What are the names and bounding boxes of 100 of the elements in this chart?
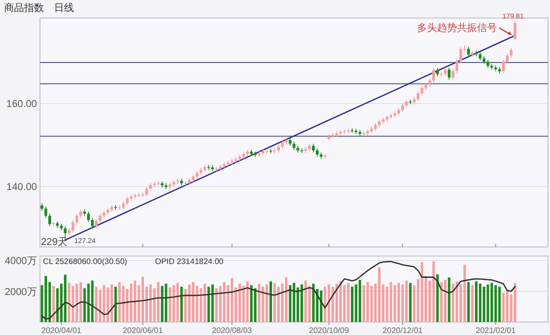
bar [370,286,373,322]
bar [76,284,78,322]
bar [397,282,400,322]
x-tick-label: 2021/02/01 [476,326,516,335]
bar [238,284,241,322]
bar [448,277,450,322]
candlestick [72,220,74,233]
bar [258,284,260,322]
candlestick [455,58,458,74]
bar [366,282,369,322]
bar [350,286,354,322]
bar [471,285,474,322]
bar [482,286,486,322]
bar [168,287,172,322]
bar [142,276,144,322]
bar [328,284,330,322]
annotation: OPID 23141824.00 [155,257,224,266]
candlestick [467,46,470,58]
bar [394,285,396,322]
bar [222,282,226,322]
bar [320,290,322,322]
chart-title: 商品指数 [4,2,44,14]
bar [52,286,55,322]
bar [219,286,222,322]
candlestick [44,206,48,218]
bar [172,285,176,322]
bar [134,280,136,322]
candlestick [432,68,435,83]
bar [514,283,516,322]
candlestick [87,211,90,222]
bar [475,281,478,322]
bar [312,284,315,322]
bar [339,281,342,322]
bar [164,284,168,322]
bar [362,285,366,322]
bar [486,284,490,322]
x-tick-label: 2020/12/01 [382,326,424,335]
bar [207,286,210,322]
bar [478,284,482,322]
bar [102,285,106,322]
bar [269,281,272,322]
bar [106,287,110,322]
bar [390,282,392,322]
bar [79,282,82,322]
bar [188,284,191,322]
candlestick [514,20,516,40]
bar [502,292,505,322]
bar [192,282,194,322]
bar [300,284,303,322]
bar [122,286,125,322]
x-tick-label: 2020/04/01 [41,326,82,335]
bar [110,284,113,322]
bar [420,262,424,322]
annotation: CL 25268060.00(30.50) [43,257,128,266]
y-tick-label: 140.00 [6,182,38,194]
candlestick [258,150,260,158]
bar [94,286,98,322]
chart-subtitle: 日线 [54,2,74,14]
bar [176,282,179,322]
bar [64,274,66,322]
y-tick-label: 2000万 [4,286,37,298]
candlestick [145,186,148,198]
bar [130,284,132,322]
bar [498,286,501,322]
candlestick [459,46,462,64]
bar [409,282,412,322]
bar [91,280,94,322]
bar [149,284,152,322]
bar [335,284,338,322]
candlestick [98,213,102,224]
bar [285,277,288,322]
annotation: 多头趋势共振信号 [417,22,498,34]
x-tick-label: 2020/08/03 [212,326,253,335]
annotation: 229天 [41,237,68,248]
bar [401,284,404,322]
candlestick [230,158,234,165]
bar [87,284,90,322]
y-tick-label: 160.00 [6,98,38,110]
bar [440,282,443,322]
bar [250,285,253,322]
bar [296,287,300,322]
x-tick-label: 2020/06/01 [122,326,164,335]
bar [246,281,249,322]
candlestick [130,194,133,202]
bar [114,286,117,322]
candlestick [153,181,156,188]
bar [444,280,446,322]
candlestick [339,130,342,136]
candlestick [215,166,218,172]
bar [72,286,74,322]
x-tick-label: 2020/10/09 [308,326,350,335]
bar [288,285,292,322]
bar [494,285,497,322]
bar [436,274,439,322]
bar [242,286,245,322]
bar [347,282,350,322]
candlestick [510,48,513,58]
bar [490,282,494,322]
bar [343,285,346,322]
bar [378,267,381,322]
